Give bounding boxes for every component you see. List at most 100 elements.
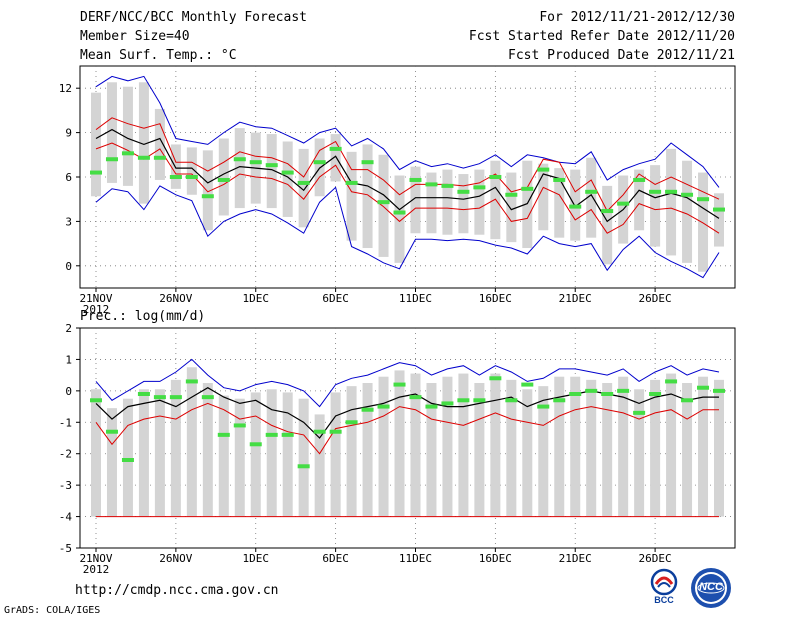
temp-observed-marker — [281, 170, 294, 175]
precip-observed-marker — [105, 429, 118, 434]
temp-ensemble-box — [474, 169, 485, 235]
precip-observed-marker — [297, 464, 310, 469]
precip-observed-marker — [345, 420, 358, 425]
temp-ensemble-box — [634, 169, 645, 231]
precip-ensemble-box — [538, 386, 549, 517]
precip-ensemble-box — [698, 376, 709, 517]
temp-ensemble-box — [138, 82, 149, 204]
precip-observed-marker — [425, 404, 438, 409]
precip-ensemble-box — [170, 379, 181, 517]
precip-observed-marker — [201, 395, 214, 400]
temp-xtick-label: 6DEC — [322, 292, 349, 305]
precip-ensemble-box — [298, 398, 309, 517]
precip-ytick-label: -4 — [59, 511, 73, 524]
temp-observed-marker — [409, 177, 422, 182]
temp-spread-lower-line — [95, 142, 720, 234]
forecast-period: For 2012/11/21-2012/12/30 — [539, 10, 735, 25]
temp-observed-marker — [265, 163, 278, 168]
temp-observed-marker — [377, 200, 390, 205]
precip-observed-marker — [233, 423, 246, 428]
temp-observed-marker — [345, 180, 358, 185]
precip-ensemble-box — [202, 383, 213, 517]
temp-observed-marker — [537, 167, 550, 172]
temp-ensemble-box — [362, 144, 373, 249]
precip-ytick-label: -1 — [59, 416, 72, 429]
temp-ensemble-box — [282, 141, 293, 217]
temp-ensemble-box — [122, 86, 133, 186]
forecast-produced-date: Fcst Produced Date 2012/11/21 — [508, 48, 735, 63]
precip-xtick-label: 16DEC — [479, 552, 512, 565]
temp-ytick-label: 3 — [65, 215, 72, 228]
precip-observed-marker — [681, 398, 694, 403]
temp-observed-marker — [553, 177, 566, 182]
precip-observed-marker — [409, 395, 422, 400]
precip-ensemble-box — [682, 383, 693, 517]
precip-ensemble-box — [314, 414, 325, 517]
temp-xtick-label: 11DEC — [399, 292, 432, 305]
precip-ensemble-box — [91, 389, 101, 517]
temp-spread-upper-line — [95, 117, 720, 212]
temp-observed-marker — [681, 192, 694, 197]
temp-ensemble-box — [378, 154, 389, 257]
temp-observed-marker — [121, 151, 134, 156]
temp-ensemble-box — [602, 185, 613, 265]
precip-observed-marker — [137, 392, 150, 396]
temp-ensemble-box — [170, 144, 181, 189]
temp-observed-marker — [473, 185, 486, 190]
precip-observed-marker — [281, 432, 294, 437]
precip-ensemble-box — [266, 389, 277, 517]
temp-ytick-label: 6 — [65, 171, 72, 184]
temp-ensemble-box — [346, 151, 357, 241]
temp-ensemble-box — [586, 157, 597, 238]
temp-observed-marker — [713, 207, 725, 212]
source-url[interactable]: http://cmdp.ncc.cma.gov.cn — [75, 583, 279, 598]
precip-observed-marker — [265, 432, 278, 437]
temp-observed-marker — [649, 189, 662, 194]
precip-ensemble-box — [426, 383, 437, 517]
precip-observed-marker — [393, 382, 406, 387]
precip-ytick-label: 2 — [65, 322, 72, 335]
temp-ytick-label: 9 — [65, 127, 72, 140]
temp-observed-marker — [169, 175, 182, 179]
temp-observed-marker — [90, 170, 102, 175]
temp-observed-marker — [457, 189, 470, 194]
temp-observed-marker — [393, 210, 406, 215]
precip-ensemble-box — [522, 389, 533, 517]
precip-observed-marker — [441, 401, 454, 406]
precip-ensemble-box — [506, 379, 517, 517]
temp-mean-line — [95, 128, 720, 223]
temp-observed-marker — [521, 186, 534, 191]
precip-xtick-label: 21NOV — [79, 552, 112, 565]
temp-observed-marker — [425, 182, 438, 187]
temp-ensemble-box — [538, 163, 549, 231]
temp-ensemble-box — [554, 168, 565, 238]
precip-xtick-label: 11DEC — [399, 552, 432, 565]
precip-observed-marker — [665, 379, 678, 384]
precip-observed-marker — [649, 392, 662, 396]
precip-ytick-label: -5 — [59, 542, 72, 555]
temp-observed-marker — [249, 160, 262, 165]
precip-observed-marker — [313, 429, 326, 434]
precip-observed-marker — [521, 382, 534, 387]
temp-ensemble-box — [458, 174, 469, 234]
temp-ensemble-box — [714, 193, 724, 247]
precip-ensemble-box — [570, 376, 581, 517]
variable-label: Mean Surf. Temp.: °C — [80, 48, 237, 63]
temp-observed-marker — [601, 209, 614, 214]
precip-ensemble-box — [122, 398, 133, 517]
ncc-logo-text: NCC — [699, 581, 723, 593]
precip-ensemble-box — [410, 373, 421, 517]
precip-observed-marker — [377, 404, 390, 409]
precip-ensemble-box — [282, 392, 293, 517]
precip-ensemble-box — [714, 379, 724, 517]
temp-observed-marker — [697, 197, 710, 202]
precip-observed-marker — [169, 395, 182, 400]
temp-ensemble-box — [91, 92, 101, 197]
precip-observed-marker — [713, 388, 725, 393]
precip-panel-title: Prec.: log(mm/d) — [80, 309, 206, 324]
precip-ensemble-box — [602, 383, 613, 517]
precip-ensemble-box — [218, 395, 229, 517]
precip-ensemble-box — [490, 373, 501, 517]
